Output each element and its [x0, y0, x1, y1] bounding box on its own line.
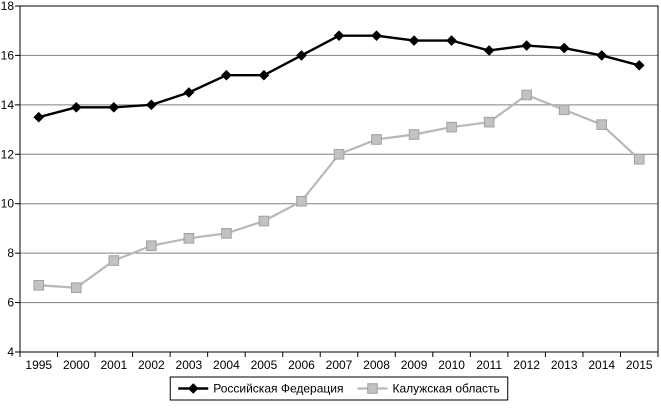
series-0 [33, 30, 645, 123]
square-marker [633, 153, 645, 165]
x-axis-label: 1995 [25, 358, 52, 372]
diamond-marker [521, 40, 532, 51]
x-axis: 1995 2000 2001 2002 2003 2004 2005 2006 2007 2008… [19, 352, 659, 372]
series-1 [33, 89, 645, 294]
x-axis-label: 2010 [438, 358, 465, 372]
legend-item-1 [357, 383, 388, 394]
square-marker [70, 282, 82, 294]
diamond-marker [558, 42, 570, 54]
square-marker [596, 119, 608, 130]
square-marker [221, 228, 232, 239]
gridlines [20, 54, 658, 304]
y-axis-label: 6 [7, 296, 14, 310]
square-marker [333, 148, 345, 160]
square-marker [183, 233, 195, 244]
square-marker [521, 89, 532, 101]
legend-box [169, 376, 509, 401]
x-axis-label: 2002 [138, 358, 165, 372]
diamond-marker [333, 30, 345, 41]
x-axis-label: 2005 [251, 358, 278, 372]
x-axis-label: 2006 [288, 358, 315, 372]
y-axis-label: 16 [1, 48, 15, 62]
y-axis-label: 12 [1, 147, 15, 161]
diamond-marker [596, 50, 608, 61]
diamond-marker [483, 45, 495, 56]
legend: Российская Федерация Калужская область [169, 376, 509, 401]
diamond-marker [633, 60, 645, 71]
y-axis-label: 4 [7, 345, 14, 359]
diamond-marker [258, 69, 270, 81]
x-axis-label: 2015 [626, 358, 653, 372]
x-axis-label: 2009 [401, 358, 428, 372]
legend-label: Российская Федерация [213, 382, 343, 396]
diamond-marker [408, 35, 420, 46]
square-marker [108, 255, 120, 266]
diamond-marker [33, 111, 45, 123]
square-marker [371, 134, 382, 145]
diamond-marker [296, 50, 307, 61]
square-marker [408, 129, 420, 140]
plot-border [19, 5, 659, 353]
square-marker [296, 195, 307, 207]
diamond-marker [371, 30, 382, 41]
y-axis-label: 18 [1, 0, 15, 13]
square-marker [367, 383, 378, 394]
x-axis-label: 2007 [326, 358, 353, 372]
x-axis-label: 2012 [513, 358, 540, 372]
diamond-marker [183, 87, 195, 98]
square-marker [558, 104, 570, 116]
y-axis-label: 10 [1, 197, 15, 211]
diamond-marker [146, 99, 157, 111]
diamond-marker [70, 102, 82, 113]
y-axis: 4 6 8 10 12 14 16 18 [1, 0, 20, 359]
x-axis-label: 2013 [551, 358, 578, 372]
legend-item-0 [178, 383, 209, 394]
x-axis-label: 2014 [588, 358, 615, 372]
square-marker [33, 279, 45, 291]
diamond-marker [187, 383, 199, 394]
y-axis-label: 8 [7, 246, 14, 260]
diamond-marker [221, 69, 232, 81]
x-axis-label: 2011 [476, 358, 502, 372]
x-axis-label: 2000 [63, 358, 90, 372]
diamond-marker [108, 102, 120, 113]
x-axis-label: 2004 [213, 358, 240, 372]
x-axis-label: 2001 [100, 358, 127, 372]
square-marker [258, 215, 270, 227]
square-marker [483, 116, 495, 128]
x-axis-label: 2008 [363, 358, 390, 372]
square-marker [146, 240, 157, 252]
diamond-marker [446, 35, 457, 46]
x-axis-label: 2003 [176, 358, 203, 372]
y-axis-label: 14 [1, 98, 15, 112]
legend-label: Калужская область [392, 382, 499, 396]
square-marker [446, 121, 457, 133]
